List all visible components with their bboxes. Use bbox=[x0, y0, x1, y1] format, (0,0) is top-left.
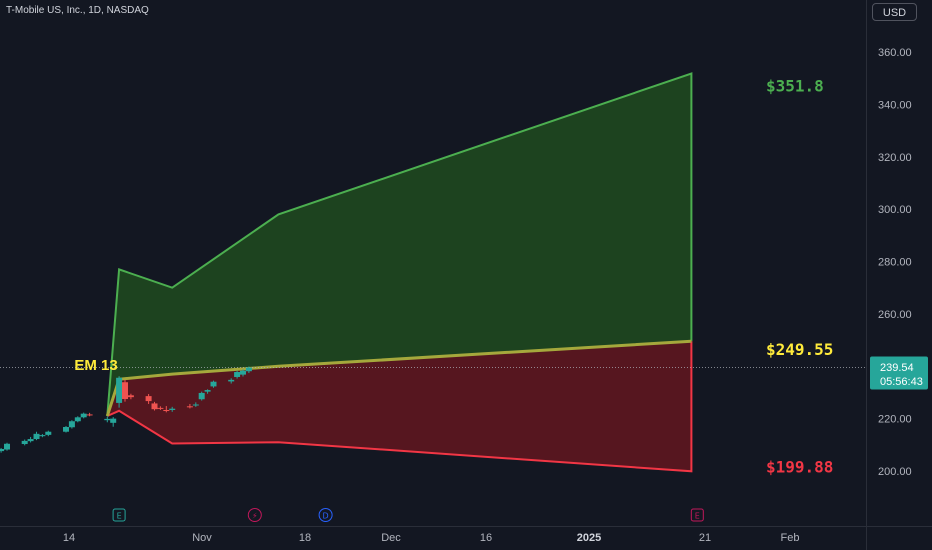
price-tick-label: 340.00 bbox=[878, 99, 912, 111]
expected-move-label: EM 13 bbox=[74, 357, 117, 374]
expected-move-bands bbox=[105, 72, 693, 473]
candle[interactable] bbox=[4, 442, 10, 451]
earnings-icon[interactable]: E bbox=[690, 508, 704, 522]
candle[interactable] bbox=[145, 394, 152, 404]
candle[interactable] bbox=[234, 370, 241, 379]
split-icon[interactable]: ⚡ bbox=[247, 508, 262, 522]
current-price-tag: 239.54 05:56:43 bbox=[870, 356, 928, 390]
candle[interactable] bbox=[63, 425, 69, 433]
candle[interactable] bbox=[33, 431, 40, 441]
time-tick-label: 14 bbox=[63, 532, 75, 544]
candle[interactable] bbox=[198, 391, 205, 401]
candle[interactable] bbox=[192, 402, 199, 407]
earnings-icon[interactable]: E bbox=[112, 508, 126, 522]
candlestick-series[interactable] bbox=[0, 366, 252, 454]
price-tick-label: 320.00 bbox=[878, 152, 912, 164]
lower-band-line bbox=[106, 341, 693, 473]
candle[interactable] bbox=[204, 389, 211, 394]
candle[interactable] bbox=[127, 393, 134, 400]
candle[interactable] bbox=[157, 406, 164, 410]
candle[interactable] bbox=[186, 403, 193, 409]
time-tick-label: 16 bbox=[480, 532, 492, 544]
svg-text:D: D bbox=[323, 512, 329, 521]
candle[interactable] bbox=[0, 447, 5, 453]
middle-band-line bbox=[105, 339, 692, 417]
candle[interactable] bbox=[151, 401, 158, 411]
candle[interactable] bbox=[169, 406, 176, 412]
candle[interactable] bbox=[228, 378, 235, 384]
lower-target-label: $199.88 bbox=[766, 457, 833, 476]
dividend-icon[interactable]: D bbox=[318, 508, 333, 522]
svg-text:E: E bbox=[117, 512, 122, 521]
time-tick-label: Dec bbox=[381, 532, 401, 544]
candle[interactable] bbox=[45, 430, 52, 437]
candle[interactable] bbox=[240, 369, 246, 377]
candle[interactable] bbox=[122, 379, 128, 402]
candle[interactable] bbox=[21, 439, 28, 446]
price-tick-label: 360.00 bbox=[878, 47, 912, 59]
event-markers[interactable]: E ⚡ D E bbox=[112, 508, 704, 522]
candle[interactable] bbox=[39, 434, 46, 438]
bar-countdown: 05:56:43 bbox=[880, 376, 923, 388]
time-tick-label: Nov bbox=[192, 532, 212, 544]
candle[interactable] bbox=[74, 416, 81, 423]
candle[interactable] bbox=[110, 417, 117, 427]
price-tick-label: 280.00 bbox=[878, 257, 912, 269]
currency-button[interactable]: USD bbox=[872, 3, 917, 21]
candle[interactable] bbox=[116, 376, 123, 408]
upper-target-label: $351.8 bbox=[766, 77, 824, 96]
candle[interactable] bbox=[27, 436, 34, 443]
price-tick-label: 260.00 bbox=[878, 309, 912, 321]
svg-text:⚡: ⚡ bbox=[252, 512, 258, 521]
price-tick-label: 200.00 bbox=[878, 466, 912, 478]
price-tick-label: 300.00 bbox=[878, 204, 912, 216]
price-scale[interactable] bbox=[866, 0, 932, 550]
price-tick-label: 220.00 bbox=[878, 414, 912, 426]
candle[interactable] bbox=[104, 416, 111, 423]
time-tick-label: 2025 bbox=[577, 532, 601, 544]
symbol-title: T-Mobile US, Inc., 1D, NASDAQ bbox=[6, 5, 149, 16]
svg-text:E: E bbox=[695, 512, 700, 521]
time-scale-ticks[interactable]: 14 Nov 18 Dec 16 2025 21 Feb bbox=[63, 532, 800, 544]
time-tick-label: Feb bbox=[781, 532, 800, 544]
lower-band-fill bbox=[107, 341, 692, 472]
candle[interactable] bbox=[68, 420, 75, 429]
candle[interactable] bbox=[80, 412, 87, 419]
candle[interactable] bbox=[245, 366, 252, 374]
candle[interactable] bbox=[86, 412, 93, 417]
current-price: 239.54 bbox=[880, 362, 914, 374]
candle[interactable] bbox=[210, 380, 217, 388]
time-tick-label: 21 bbox=[699, 532, 711, 544]
time-tick-label: 18 bbox=[299, 532, 311, 544]
upper-band-fill bbox=[107, 73, 692, 416]
upper-band-line bbox=[106, 72, 693, 417]
candle[interactable] bbox=[163, 406, 170, 413]
middle-target-label: $249.55 bbox=[766, 340, 833, 359]
